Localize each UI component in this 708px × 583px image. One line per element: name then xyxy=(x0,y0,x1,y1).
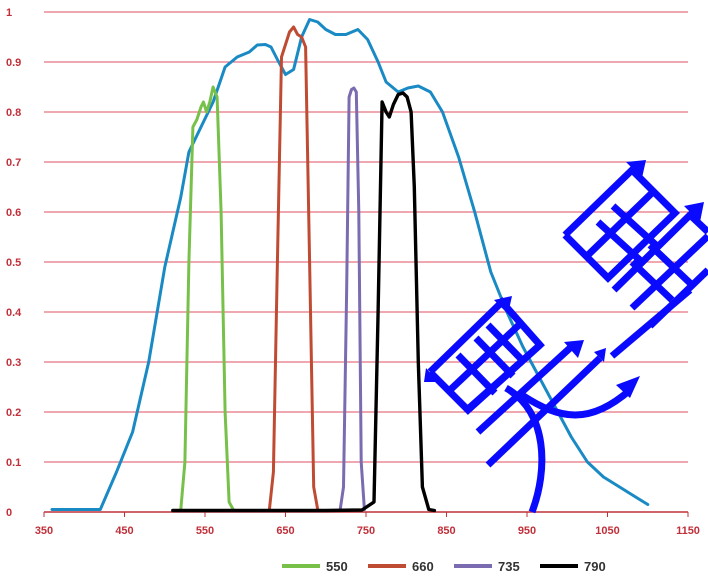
x-tick-label: 550 xyxy=(196,525,214,537)
y-axis-tick-labels: 0 0.1 0.2 0.3 0.4 0.5 0.6 0.7 0.8 0.9 1 xyxy=(6,7,22,519)
x-tick-label: 450 xyxy=(115,525,133,537)
x-tick-label: 1050 xyxy=(595,525,619,537)
series-line-660 xyxy=(267,25,320,511)
y-tick-label: 0.9 xyxy=(6,57,21,69)
legend-label: 550 xyxy=(326,559,348,574)
y-tick-label: 0.6 xyxy=(6,207,21,219)
y-tick-label: 0.8 xyxy=(6,107,21,119)
x-tick-label: 750 xyxy=(357,525,375,537)
overlay-artwork xyxy=(424,160,708,514)
y-tick-label: 0.5 xyxy=(6,257,21,269)
x-axis-tick-labels: 350 450 550 650 750 850 950 1050 1150 xyxy=(35,525,700,537)
x-tick-label: 1150 xyxy=(676,525,700,537)
series-line-unlabeled xyxy=(50,18,650,511)
y-tick-label: 0.3 xyxy=(6,357,21,369)
series-line-790 xyxy=(171,91,437,513)
y-tick-label: 0.7 xyxy=(6,157,21,169)
legend-label: 735 xyxy=(498,559,520,574)
legend-label: 660 xyxy=(412,559,434,574)
x-tick-label: 950 xyxy=(518,525,536,537)
overlay-lower-strokes xyxy=(475,287,693,514)
y-tick-label: 0 xyxy=(6,507,12,519)
series-layer xyxy=(50,18,650,513)
overlay-left-frame xyxy=(424,296,545,415)
y-tick-label: 0.4 xyxy=(6,307,22,319)
grid-lines xyxy=(43,11,689,517)
y-tick-label: 1 xyxy=(6,7,12,19)
x-tick-label: 350 xyxy=(35,525,53,537)
series-line-550 xyxy=(179,85,235,511)
y-tick-label: 0.2 xyxy=(6,407,21,419)
overlay-right-frame xyxy=(562,160,708,329)
y-tick-label: 0.1 xyxy=(6,457,21,469)
series-line-735 xyxy=(338,86,366,511)
legend-label: 790 xyxy=(584,559,606,574)
x-tick-label: 650 xyxy=(276,525,294,537)
legend: 550 660 735 790 xyxy=(282,559,606,574)
x-tick-label: 850 xyxy=(437,525,455,537)
